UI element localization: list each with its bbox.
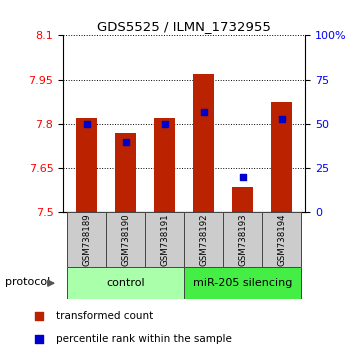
- Bar: [145, 212, 184, 267]
- Text: GSM738190: GSM738190: [121, 213, 130, 266]
- Bar: [106, 212, 145, 267]
- Point: [123, 139, 129, 144]
- Point: [279, 116, 284, 121]
- Text: GSM738191: GSM738191: [160, 213, 169, 266]
- Point: [240, 174, 245, 180]
- Text: control: control: [106, 278, 145, 288]
- Text: percentile rank within the sample: percentile rank within the sample: [56, 334, 232, 344]
- Bar: [193, 74, 214, 212]
- Bar: [67, 212, 106, 267]
- Text: GSM738192: GSM738192: [199, 213, 208, 266]
- Bar: [271, 102, 292, 212]
- Bar: [262, 212, 301, 267]
- Bar: [232, 187, 253, 212]
- Bar: [76, 118, 97, 212]
- Bar: [154, 118, 175, 212]
- Text: miR-205 silencing: miR-205 silencing: [193, 278, 292, 288]
- Point: [36, 336, 42, 342]
- Bar: [223, 212, 262, 267]
- Point: [162, 121, 168, 127]
- Point: [36, 313, 42, 319]
- Bar: [184, 212, 223, 267]
- Text: GSM738193: GSM738193: [238, 213, 247, 266]
- Bar: [115, 133, 136, 212]
- Bar: [184, 267, 301, 299]
- Title: GDS5525 / ILMN_1732955: GDS5525 / ILMN_1732955: [97, 20, 271, 33]
- Point: [201, 109, 206, 114]
- Text: GSM738194: GSM738194: [277, 213, 286, 266]
- Text: protocol: protocol: [5, 276, 50, 287]
- Point: [84, 121, 90, 127]
- Text: GSM738189: GSM738189: [82, 213, 91, 266]
- Text: transformed count: transformed count: [56, 311, 153, 321]
- Bar: [67, 267, 184, 299]
